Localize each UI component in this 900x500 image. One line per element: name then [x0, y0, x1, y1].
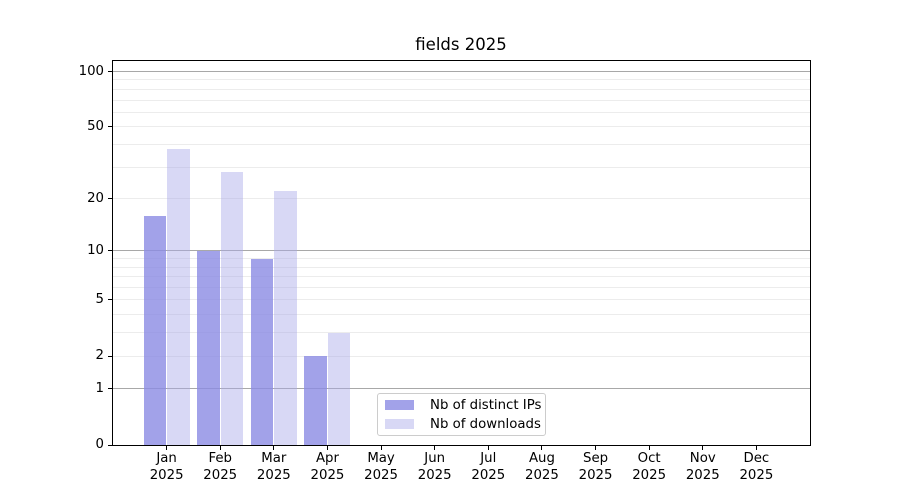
gridline-minor: [113, 111, 810, 113]
gridline-minor: [113, 143, 810, 145]
bar-nb-of-downloads-feb: [220, 172, 244, 445]
x-tick-label-apr: Apr 2025: [310, 451, 345, 483]
x-tick-mark: [595, 446, 597, 450]
legend-item-distinct-ips: Nb of distinct IPs: [385, 396, 545, 415]
x-tick-label-may: May 2025: [364, 451, 398, 483]
x-tick-label-aug: Aug 2025: [525, 451, 559, 483]
gridline-major: [113, 71, 810, 72]
x-tick-mark: [326, 446, 328, 450]
gridline-major: [113, 388, 810, 390]
x-tick-label-feb: Feb 2025: [203, 451, 238, 483]
y-tick-label: 1: [95, 380, 104, 396]
gridline-minor: [113, 332, 810, 334]
bar-nb-of-distinct-ips-apr: [304, 356, 327, 445]
x-tick-label-jan: Jan 2025: [149, 451, 184, 483]
y-tick-label: 10: [87, 242, 104, 258]
gridline-minor: [113, 88, 810, 90]
x-tick-mark: [487, 446, 489, 450]
plot-area: [112, 60, 811, 446]
y-tick-label: 20: [87, 190, 104, 206]
gridline-minor: [113, 355, 810, 357]
bar-nb-of-downloads-jan: [167, 148, 190, 445]
x-tick-mark: [380, 446, 382, 450]
gridline-minor: [113, 79, 810, 81]
y-tick-label: 2: [95, 348, 104, 364]
y-tick-label: 100: [78, 63, 104, 79]
legend-item-downloads: Nb of downloads: [385, 415, 545, 434]
bar-nb-of-downloads-apr: [327, 332, 351, 445]
gridline-minor: [113, 99, 810, 101]
x-tick-mark: [219, 446, 221, 450]
bar-nb-of-distinct-ips-feb: [197, 250, 220, 445]
gridline-minor: [113, 166, 810, 168]
y-tick-label: 5: [95, 291, 104, 307]
x-tick-label-jul: Jul 2025: [471, 451, 506, 483]
gridline-minor: [113, 287, 810, 289]
chart-title: fields 2025: [415, 35, 507, 54]
x-tick-label-nov: Nov 2025: [685, 451, 720, 483]
x-tick-label-jun: Jun 2025: [417, 451, 452, 483]
gridline-minor: [113, 299, 810, 301]
legend-swatch-distinct-ips: [385, 400, 414, 410]
bar-nb-of-distinct-ips-jan: [143, 215, 167, 445]
gridline-major: [113, 250, 810, 252]
gridline-minor: [113, 276, 810, 278]
legend-swatch-downloads: [385, 419, 414, 429]
gridline-minor: [113, 314, 810, 316]
legend-label-distinct-ips: Nb of distinct IPs: [430, 397, 542, 413]
x-tick-mark: [434, 446, 436, 450]
y-tick-label: 50: [87, 118, 104, 134]
y-tick-label: 0: [95, 437, 104, 452]
x-tick-mark: [166, 446, 168, 450]
legend-label-downloads: Nb of downloads: [430, 416, 541, 432]
x-tick-label-sep: Sep 2025: [578, 451, 613, 483]
x-tick-mark: [541, 446, 543, 450]
gridline-minor: [113, 266, 810, 268]
bar-nb-of-distinct-ips-mar: [250, 258, 274, 445]
gridline-minor: [113, 258, 810, 260]
x-tick-mark: [273, 446, 275, 450]
x-tick-label-mar: Mar 2025: [256, 451, 291, 483]
x-tick-label-oct: Oct 2025: [632, 451, 667, 483]
gridline-minor: [113, 126, 810, 128]
x-tick-mark: [702, 446, 704, 450]
bar-nb-of-downloads-mar: [274, 191, 297, 445]
x-tick-mark: [755, 446, 757, 450]
legend: Nb of distinct IPs Nb of downloads: [377, 393, 546, 436]
x-tick-label-dec: Dec 2025: [739, 451, 774, 483]
x-tick-mark: [648, 446, 650, 450]
gridline-minor: [113, 198, 810, 200]
